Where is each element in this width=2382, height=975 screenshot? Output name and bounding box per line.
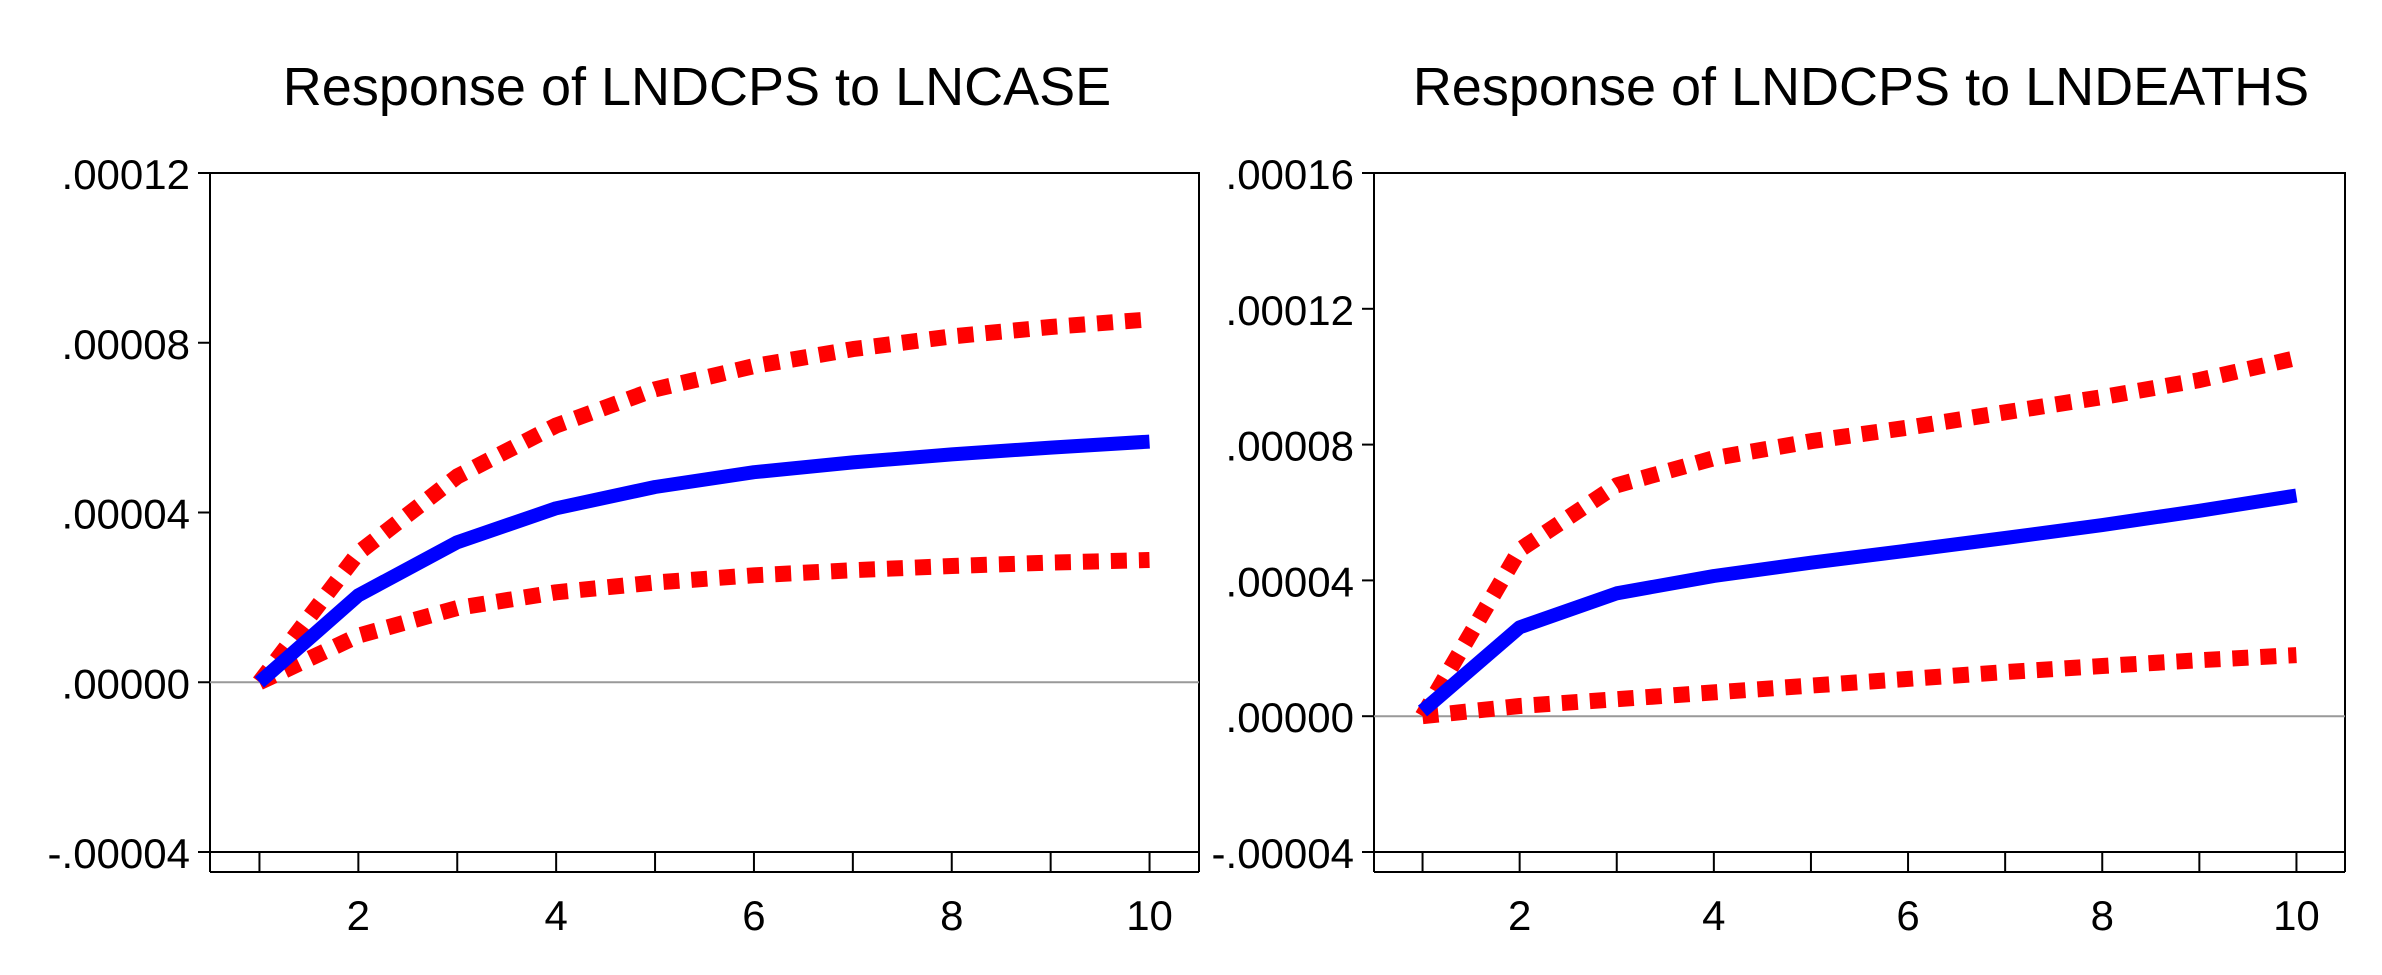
x-tick-label: 8 <box>940 892 963 939</box>
upper-band-line <box>1415 350 2299 721</box>
chart-title: Response of LNDCPS to LNCASE <box>283 57 1111 117</box>
y-tick-label: .00008 <box>1226 423 1354 470</box>
x-tick-label: 4 <box>1702 892 1725 939</box>
response-line <box>1417 488 2298 717</box>
x-tick-label: 10 <box>1126 892 1173 939</box>
y-tick-label: .00012 <box>1226 287 1354 334</box>
y-tick-label: .00004 <box>1226 558 1354 605</box>
x-tick-label: 6 <box>1896 892 1919 939</box>
y-tick-label: .00012 <box>62 151 190 198</box>
x-tick-label: 4 <box>544 892 567 939</box>
x-tick-label: 2 <box>1508 892 1531 939</box>
irf-panel-lncase: Response of LNDCPS to LNCASE -.00004 .000… <box>48 57 1200 939</box>
x-tick-label: 8 <box>2091 892 2114 939</box>
plot-frame <box>209 172 1200 853</box>
y-tick-label: .00008 <box>62 321 190 368</box>
y-tick-label: -.00004 <box>48 830 190 877</box>
x-tick-label: 2 <box>347 892 370 939</box>
y-tick-label: -.00004 <box>1212 830 1354 877</box>
y-tick-label: .00004 <box>62 491 190 538</box>
irf-panel-lndeaths: Response of LNDCPS to LNDEATHS -.00004 .0… <box>1212 57 2346 939</box>
y-tick-label: .00016 <box>1226 151 1354 198</box>
x-tick-label: 10 <box>2273 892 2320 939</box>
y-tick-label: .00000 <box>62 660 190 707</box>
upper-band-line <box>253 311 1151 688</box>
lower-band-line <box>1421 647 2297 725</box>
lower-band-line <box>255 552 1150 690</box>
plot-frame <box>1373 172 2346 853</box>
x-tick-label: 6 <box>742 892 765 939</box>
response-line <box>254 434 1150 688</box>
chart-title: Response of LNDCPS to LNDEATHS <box>1413 57 2309 117</box>
y-tick-label: .00000 <box>1226 694 1354 741</box>
